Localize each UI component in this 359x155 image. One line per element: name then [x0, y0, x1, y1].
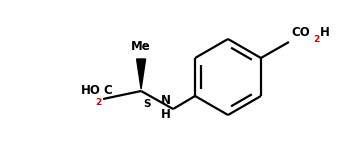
Text: H: H: [161, 108, 171, 121]
Text: H: H: [320, 26, 330, 39]
Text: N: N: [161, 94, 171, 107]
Text: C: C: [103, 84, 112, 97]
Text: CO: CO: [291, 26, 310, 39]
Text: S: S: [143, 99, 150, 109]
Text: 2: 2: [95, 98, 101, 107]
Text: HO: HO: [81, 84, 101, 97]
Text: Me: Me: [131, 40, 151, 53]
Polygon shape: [136, 59, 146, 89]
Text: 2: 2: [313, 35, 319, 44]
